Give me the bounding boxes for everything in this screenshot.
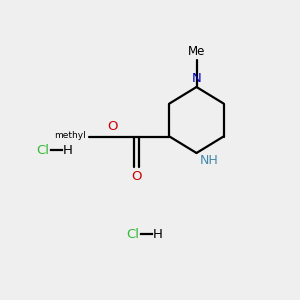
Text: Cl: Cl	[126, 227, 139, 241]
Text: Me: Me	[188, 46, 205, 59]
Text: NH: NH	[200, 154, 219, 167]
Text: O: O	[107, 121, 118, 134]
Text: methyl: methyl	[54, 131, 86, 140]
Text: methyl: methyl	[0, 299, 1, 300]
Text: N: N	[192, 72, 201, 85]
Text: H: H	[153, 227, 163, 241]
Text: O: O	[131, 169, 142, 182]
Text: H: H	[63, 143, 73, 157]
Text: methyl: methyl	[0, 299, 1, 300]
Text: Cl: Cl	[36, 143, 49, 157]
